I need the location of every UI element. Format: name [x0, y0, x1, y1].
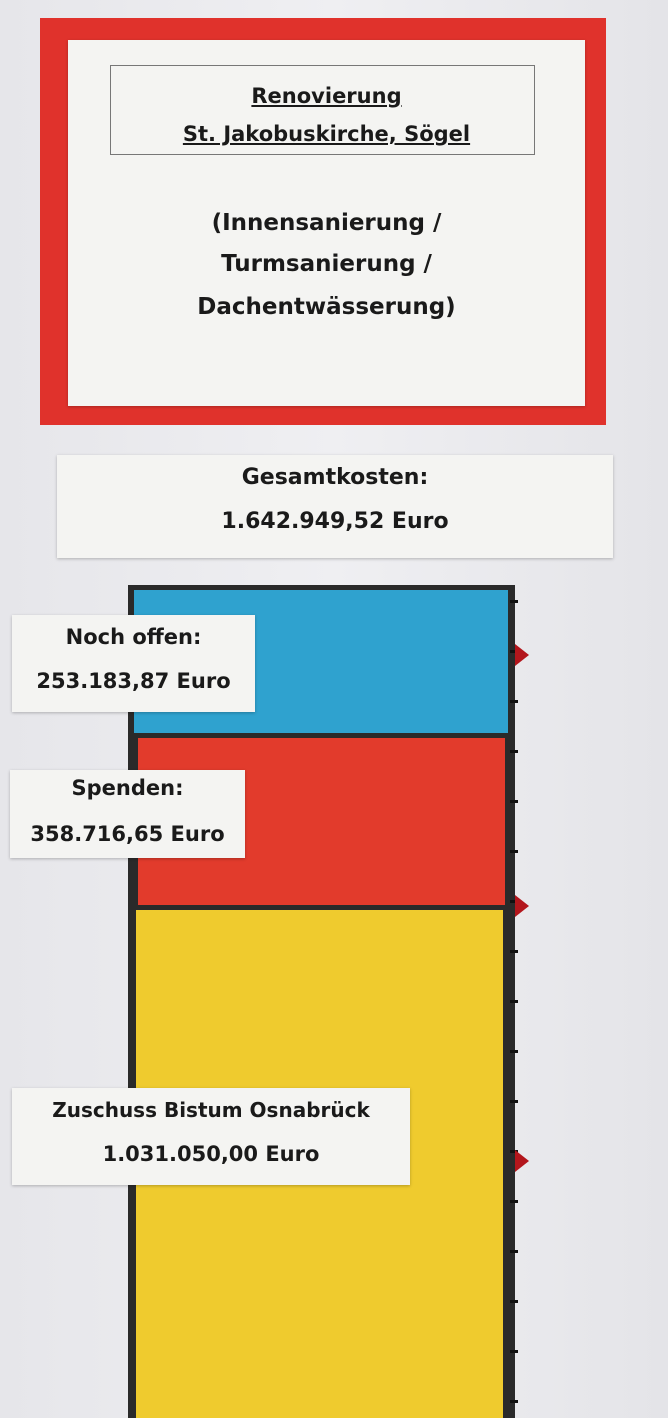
segment-label: Noch offen:: [12, 625, 255, 649]
marker: [515, 1150, 529, 1172]
segment-label-sheet: Zuschuss Bistum Osnabrück 1.031.050,00 E…: [12, 1088, 410, 1185]
total-label: Gesamtkosten:: [57, 465, 613, 490]
segment-label-sheet: Spenden: 358.716,65 Euro: [10, 770, 245, 858]
subtitle-line: Turmsanierung /: [68, 251, 585, 277]
segment-amount: 1.031.050,00 Euro: [12, 1142, 410, 1166]
marker: [515, 895, 529, 917]
segment-label: Zuschuss Bistum Osnabrück: [12, 1098, 410, 1122]
segment-amount: 358.716,65 Euro: [10, 822, 245, 846]
page: Renovierung St. Jakobuskirche, Sögel (In…: [0, 0, 668, 1418]
total-amount: 1.642.949,52 Euro: [57, 509, 613, 534]
segment-label-sheet: Noch offen: 253.183,87 Euro: [12, 615, 255, 712]
segment-amount: 253.183,87 Euro: [12, 669, 255, 693]
title-line: St. Jakobuskirche, Sögel: [68, 122, 585, 146]
title-sheet: Renovierung St. Jakobuskirche, Sögel (In…: [68, 40, 585, 406]
subtitle-line: (Innensanierung /: [68, 210, 585, 236]
marker: [515, 644, 529, 666]
subtitle-line: Dachentwässerung): [68, 294, 585, 320]
segment-label: Spenden:: [10, 776, 245, 800]
total-sheet: Gesamtkosten: 1.642.949,52 Euro: [57, 455, 613, 558]
tick-scale: [510, 600, 518, 1410]
title-line: Renovierung: [68, 84, 585, 108]
